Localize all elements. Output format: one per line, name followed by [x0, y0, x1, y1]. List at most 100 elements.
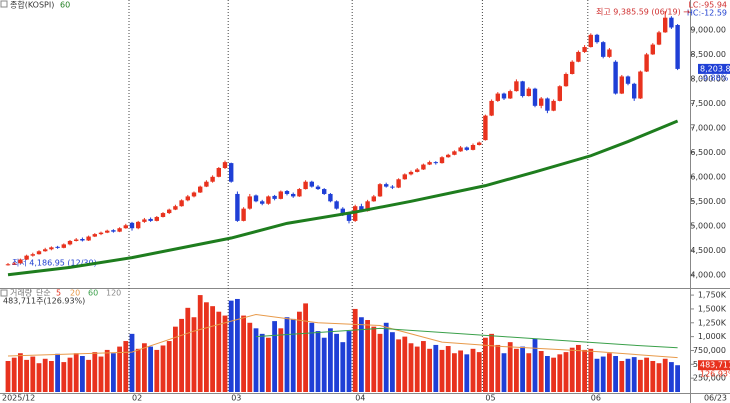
volume-bar	[619, 360, 625, 392]
volume-tick-label: 1,500K	[698, 304, 727, 313]
volume-bar	[650, 360, 656, 392]
candle-body	[470, 144, 476, 150]
candle-body	[148, 218, 153, 221]
candle-body	[216, 168, 221, 177]
x-tick-label: 04	[355, 394, 365, 403]
volume-bar	[576, 344, 581, 392]
volume-bar	[501, 353, 507, 392]
candle-body	[483, 115, 488, 141]
volume-bar	[73, 353, 79, 392]
candle-body	[650, 44, 655, 55]
candle-body	[260, 201, 265, 204]
volume-bar	[67, 357, 73, 392]
candle-body	[508, 91, 513, 99]
volume-bar	[662, 358, 668, 392]
candle-body	[439, 157, 445, 164]
candle-body	[5, 264, 11, 266]
x-tick-label: 2025/12	[2, 394, 35, 403]
candle-body	[477, 142, 482, 145]
volume-bar	[489, 333, 494, 392]
volume-bar	[30, 356, 36, 392]
candle-body	[173, 206, 178, 210]
volume-bar	[166, 341, 172, 392]
candle-body	[123, 225, 128, 229]
volume-bar	[36, 363, 42, 392]
volume-bar	[86, 359, 91, 392]
volume-ma-line	[255, 327, 678, 349]
volume-bar	[340, 342, 346, 392]
y-tick-label: 6,500.00	[690, 148, 726, 157]
candle-body	[278, 191, 283, 199]
candle-body	[191, 192, 197, 197]
high-annotation: 최고 9,385.59 (06/19) →	[596, 7, 690, 17]
candle-body	[12, 263, 17, 265]
candle-body	[129, 222, 135, 229]
volume-bar	[600, 356, 606, 392]
y-tick-label: 7,000.00	[690, 123, 726, 132]
volume-bar	[241, 315, 246, 392]
volume-bar	[284, 317, 290, 392]
volume-bar	[551, 357, 556, 392]
candle-body	[98, 232, 104, 235]
candle-body	[421, 164, 426, 170]
volume-bar	[253, 328, 259, 392]
ma-period: 60	[60, 1, 70, 10]
volume-bar	[365, 320, 370, 392]
volume-bar	[495, 344, 501, 392]
candle-body	[36, 251, 42, 255]
candle-body	[402, 174, 407, 180]
volume-bar	[582, 349, 587, 392]
chart-title: 종합(KOSPI)	[10, 1, 54, 10]
candle-body	[272, 195, 277, 199]
volume-bar	[594, 358, 600, 392]
volume-bar	[427, 348, 432, 392]
volume-bar	[11, 357, 17, 392]
volume-bar	[538, 351, 544, 392]
candle-body	[526, 88, 531, 97]
volume-bar	[631, 357, 637, 392]
candle-body	[415, 169, 420, 172]
candle-body	[74, 239, 79, 241]
volume-bar	[625, 358, 631, 392]
volume-bar	[197, 295, 203, 392]
candle-body	[61, 244, 66, 248]
candle-body	[390, 186, 395, 188]
candle-body	[43, 249, 48, 252]
volume-bar	[638, 359, 643, 392]
hc-label: HC:-12.59	[687, 9, 727, 18]
volume-ma-line	[7, 313, 678, 359]
volume-tick-label: 1,750K	[698, 291, 727, 300]
candle-body	[613, 61, 618, 94]
price-ma-line	[7, 119, 679, 277]
volume-bar	[588, 348, 594, 392]
volume-bar	[259, 333, 265, 392]
y-tick-label: 4,000.00	[690, 270, 726, 279]
last-price-label: 8,203.84	[700, 64, 730, 73]
volume-bar	[569, 347, 575, 392]
volume-tick-label: 250,000	[693, 374, 726, 383]
candle-body	[495, 93, 500, 101]
volume-bar	[377, 333, 383, 392]
candle-body	[582, 47, 587, 52]
candle-body	[49, 247, 54, 250]
candle-body	[334, 201, 339, 209]
candle-body	[210, 176, 215, 182]
volume-bar	[433, 344, 439, 392]
volume-bar	[80, 356, 85, 392]
candle-body	[377, 184, 383, 197]
volume-bar	[396, 339, 401, 392]
volume-bar	[408, 343, 414, 392]
candle-body	[638, 71, 643, 99]
date-label: 06/23	[704, 394, 727, 403]
x-tick-label: 03	[231, 394, 241, 403]
candle-body	[601, 42, 606, 57]
volume-bar	[669, 362, 674, 392]
volume-bar	[383, 322, 389, 392]
candle-body	[235, 193, 240, 221]
candle-body	[18, 259, 23, 264]
volume-bar	[61, 362, 67, 392]
candle-body	[594, 34, 600, 43]
volume-bar	[18, 353, 23, 392]
